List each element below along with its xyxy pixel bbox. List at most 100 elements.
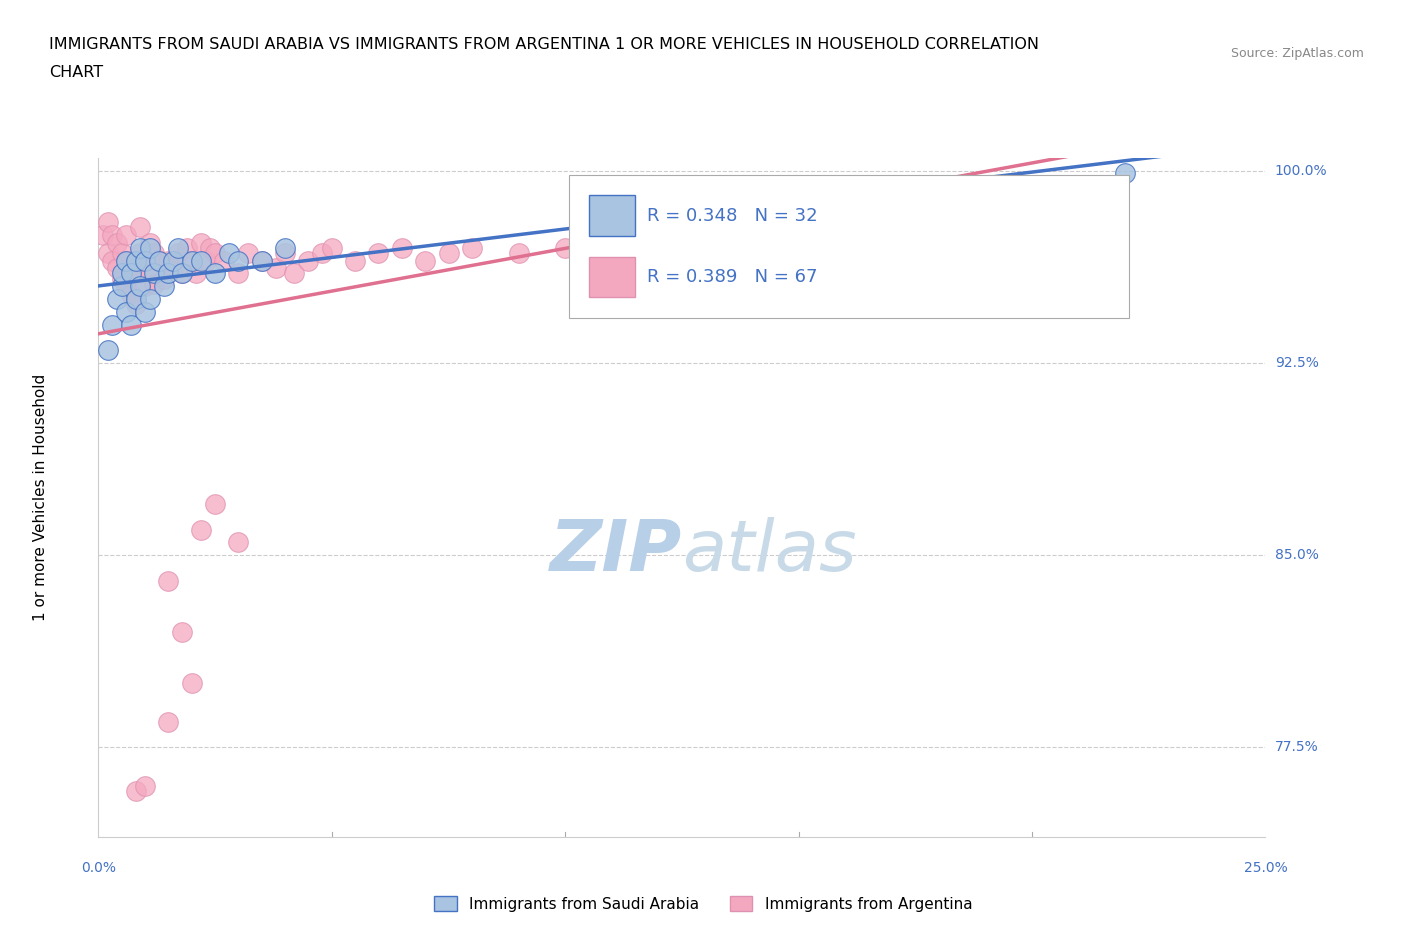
Point [190, 235, 212, 250]
Text: 92.5%: 92.5% [1275, 356, 1319, 370]
Point [264, 260, 287, 275]
Point [134, 279, 156, 294]
Point [152, 271, 174, 286]
Point [214, 253, 236, 268]
Point [166, 240, 188, 255]
Point [120, 266, 142, 281]
Text: atlas: atlas [682, 517, 856, 586]
Point [115, 228, 138, 243]
Point [162, 260, 184, 275]
Point [157, 714, 180, 729]
Text: R = 0.348   N = 32: R = 0.348 N = 32 [647, 206, 817, 225]
Point [166, 246, 188, 260]
FancyBboxPatch shape [589, 195, 636, 236]
Point [139, 292, 162, 307]
Point [125, 253, 148, 268]
Point [125, 297, 148, 312]
Point [152, 279, 174, 294]
Text: 0.0%: 0.0% [82, 860, 115, 875]
Point [204, 246, 226, 260]
Point [111, 279, 134, 294]
Point [115, 253, 138, 268]
Point [391, 240, 413, 255]
Legend: Immigrants from Saudi Arabia, Immigrants from Argentina: Immigrants from Saudi Arabia, Immigrants… [427, 889, 979, 918]
Point [101, 253, 124, 268]
Point [134, 778, 156, 793]
Point [129, 240, 152, 255]
Point [111, 246, 134, 260]
Point [228, 535, 250, 550]
Point [111, 271, 134, 286]
Point [115, 304, 138, 319]
Point [200, 240, 222, 255]
Point [134, 253, 156, 268]
Point [228, 266, 250, 281]
Point [236, 246, 259, 260]
Point [129, 219, 152, 234]
Point [157, 253, 180, 268]
Point [120, 260, 142, 275]
Point [186, 266, 208, 281]
FancyBboxPatch shape [568, 175, 1129, 318]
Point [344, 253, 367, 268]
Point [97, 343, 120, 358]
Text: ZIP: ZIP [550, 517, 682, 586]
Point [172, 266, 194, 281]
Point [105, 235, 128, 250]
Point [120, 317, 142, 332]
Point [172, 625, 194, 640]
FancyBboxPatch shape [589, 257, 636, 298]
Point [180, 253, 202, 268]
Point [461, 240, 484, 255]
Point [134, 253, 156, 268]
Point [148, 253, 170, 268]
Point [274, 246, 297, 260]
Point [647, 228, 669, 243]
Text: 77.5%: 77.5% [1275, 740, 1319, 754]
Point [204, 497, 226, 512]
Point [143, 266, 166, 281]
Point [194, 253, 217, 268]
Point [228, 253, 250, 268]
Point [437, 246, 460, 260]
Point [101, 317, 124, 332]
Point [143, 246, 166, 260]
Point [508, 246, 530, 260]
Point [125, 783, 148, 798]
Point [190, 253, 212, 268]
Point [148, 253, 170, 268]
Point [115, 279, 138, 294]
Text: IMMIGRANTS FROM SAUDI ARABIA VS IMMIGRANTS FROM ARGENTINA 1 OR MORE VEHICLES IN : IMMIGRANTS FROM SAUDI ARABIA VS IMMIGRAN… [49, 37, 1039, 52]
Point [120, 286, 142, 301]
Point [101, 228, 124, 243]
Text: 25.0%: 25.0% [1243, 860, 1288, 875]
Point [367, 246, 389, 260]
Text: 85.0%: 85.0% [1275, 548, 1319, 563]
Point [413, 253, 436, 268]
Point [139, 266, 162, 281]
Point [321, 240, 343, 255]
Point [176, 240, 198, 255]
Point [274, 240, 297, 255]
Point [97, 246, 120, 260]
Point [139, 235, 162, 250]
Point [115, 253, 138, 268]
Point [554, 240, 576, 255]
Point [695, 219, 717, 234]
Point [125, 292, 148, 307]
Text: R = 0.389   N = 67: R = 0.389 N = 67 [647, 268, 817, 286]
Point [250, 253, 273, 268]
Point [311, 246, 333, 260]
Point [297, 253, 319, 268]
Point [105, 260, 128, 275]
Text: 100.0%: 100.0% [1275, 164, 1327, 178]
Point [204, 266, 226, 281]
Point [1114, 166, 1136, 181]
Point [180, 253, 202, 268]
Point [283, 266, 305, 281]
Point [97, 215, 120, 230]
Text: 1 or more Vehicles in Household: 1 or more Vehicles in Household [32, 374, 48, 621]
Point [162, 253, 184, 268]
Point [105, 292, 128, 307]
Point [180, 676, 202, 691]
